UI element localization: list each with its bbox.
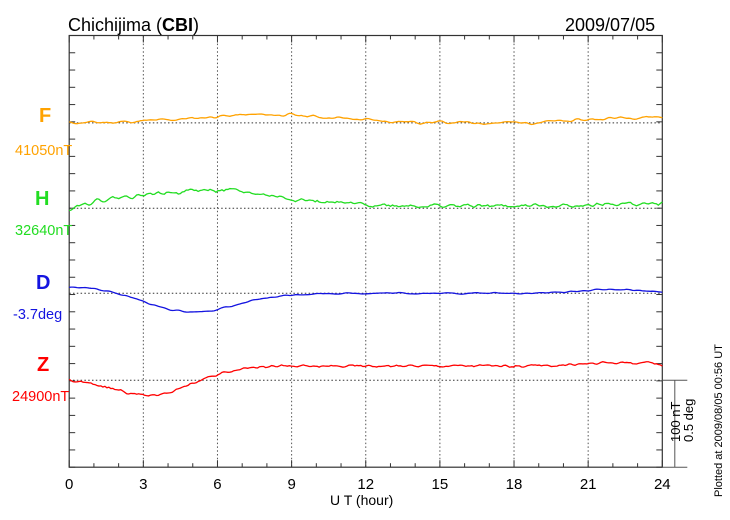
svg-text:9: 9 — [287, 476, 295, 493]
svg-text:6: 6 — [213, 476, 221, 493]
svg-text:3: 3 — [139, 476, 147, 493]
svg-text:24: 24 — [654, 476, 671, 493]
svg-text:21: 21 — [580, 476, 597, 493]
svg-text:12: 12 — [357, 476, 374, 493]
svg-text:0: 0 — [65, 476, 73, 493]
svg-text:18: 18 — [506, 476, 523, 493]
svg-text:15: 15 — [432, 476, 449, 493]
